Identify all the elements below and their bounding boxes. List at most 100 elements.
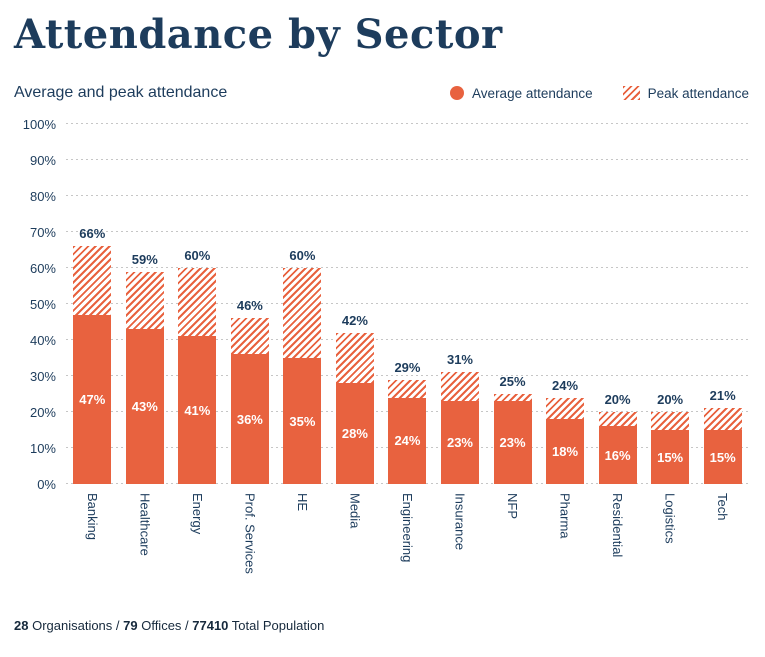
x-axis-label-cell: Healthcare — [119, 484, 172, 606]
page-title: Attendance by Sector — [14, 11, 503, 58]
average-value-label: 18% — [552, 444, 579, 460]
bar-column: 20% 16% — [591, 124, 644, 484]
peak-bar-segment — [440, 372, 479, 402]
peak-value-label: 24% — [552, 377, 579, 393]
x-axis-label: Banking — [84, 493, 100, 540]
bar-column: 21% 15% — [696, 124, 749, 484]
peak-value-label: 66% — [79, 226, 106, 242]
average-value-label: 23% — [446, 435, 473, 451]
peak-bar-segment — [598, 412, 637, 427]
peak-bar-segment — [178, 268, 217, 337]
peak-value-label: 21% — [709, 388, 736, 404]
footer-stat-value: 28 — [14, 618, 29, 633]
average-value-label: 41% — [184, 402, 211, 418]
x-axis-label: Healthcare — [137, 493, 153, 556]
y-tick-label: 0% — [37, 477, 56, 492]
average-value-label: 24% — [394, 433, 421, 449]
average-value-label: 15% — [709, 449, 736, 465]
peak-value-label: 29% — [394, 359, 421, 375]
peak-bar-segment — [283, 268, 322, 358]
bar-column: 42% 28% — [329, 124, 382, 484]
bar-column: 25% 23% — [486, 124, 539, 484]
x-axis-label: Tech — [715, 493, 731, 521]
x-axis-label: Logistics — [662, 493, 678, 544]
peak-bar-segment — [335, 332, 374, 384]
gridline — [66, 303, 749, 304]
y-tick-label: 20% — [29, 405, 56, 420]
y-tick-label: 90% — [29, 153, 56, 168]
average-bar: 15% — [703, 430, 742, 484]
gridline — [66, 195, 749, 196]
y-axis: 0% 10% 20% 30% 40% 50% 60% 70% 80% 90% 100% — [14, 117, 66, 492]
average-value-label: 36% — [236, 411, 263, 427]
x-axis-label: NFP — [505, 493, 521, 519]
bar-column: 29% 24% — [381, 124, 434, 484]
x-axis-label: Pharma — [557, 493, 573, 539]
average-bar: 35% — [283, 358, 322, 484]
x-axis-label-cell: HE — [276, 484, 329, 606]
average-bar: 47% — [73, 314, 112, 484]
gridline — [66, 375, 749, 376]
y-tick-label: 70% — [29, 225, 56, 240]
peak-value-label: 46% — [236, 298, 263, 314]
peak-bar-segment — [651, 412, 690, 430]
chart-legend: Average attendance Peak attendance — [450, 86, 749, 101]
x-axis-label: Engineering — [399, 493, 415, 563]
footer-stat-label: Organisations / — [28, 618, 124, 633]
peak-bar-segment — [73, 246, 112, 315]
average-bar: 18% — [546, 419, 585, 484]
chart-subheader: Average and peak attendance Average atte… — [14, 84, 749, 102]
bar-column: 31% 23% — [434, 124, 487, 484]
peak-legend-hatch-icon — [622, 86, 640, 100]
legend-item-peak: Peak attendance — [622, 86, 749, 101]
gridline — [66, 339, 749, 340]
x-axis-label-cell: Engineering — [381, 484, 434, 606]
bar-column: 60% 41% — [171, 124, 224, 484]
x-axis-label-cell: NFP — [486, 484, 539, 606]
y-tick-label: 10% — [29, 441, 56, 456]
peak-bar-segment — [703, 408, 742, 430]
peak-value-label: 60% — [289, 248, 316, 263]
peak-value-label: 60% — [184, 248, 211, 263]
average-value-label: 43% — [131, 399, 158, 415]
peak-value-label: 20% — [604, 392, 631, 407]
average-bar: 43% — [125, 329, 164, 484]
bar-column: 59% 43% — [119, 124, 172, 484]
gridline — [66, 231, 749, 232]
footer-stats: 28 Organisations / 79 Offices / 77410 To… — [14, 618, 749, 633]
average-legend-dot-icon — [450, 86, 465, 100]
y-tick-label: 60% — [29, 261, 56, 276]
x-axis-label: Energy — [189, 493, 205, 535]
footer-stat-label: Total Population — [228, 618, 325, 633]
x-axis-label-cell: Media — [329, 484, 382, 606]
average-bar: 15% — [651, 430, 690, 484]
plot-area: 66% 47% 59% 43% 60% 41% 46% 36% 60% 35% 42% 28% 29% 2… — [66, 123, 749, 484]
average-value-label: 23% — [499, 435, 526, 451]
peak-value-label: 42% — [341, 312, 368, 328]
gridline — [66, 123, 749, 124]
average-value-label: 16% — [604, 447, 631, 463]
x-axis-label-cell: Prof. Services — [224, 484, 277, 606]
y-tick-label: 40% — [29, 333, 56, 348]
bar-column: 24% 18% — [539, 124, 592, 484]
x-axis-label: Media — [347, 493, 363, 529]
average-value-label: 47% — [79, 391, 106, 407]
gridline — [66, 267, 749, 268]
gridline — [66, 159, 749, 160]
x-axis-label: Residential — [610, 493, 626, 558]
average-bar: 24% — [388, 397, 427, 484]
x-axis-label: Insurance — [452, 493, 468, 551]
bar-column: 66% 47% — [66, 124, 119, 484]
x-axis-labels: Banking Healthcare Energy Prof. Services HE M… — [66, 484, 749, 606]
peak-value-label: 31% — [446, 352, 473, 368]
y-tick-label: 50% — [29, 297, 56, 312]
footer-stat-label: Offices / — [137, 618, 193, 633]
x-axis-label-cell: Insurance — [434, 484, 487, 606]
average-bar: 36% — [230, 354, 269, 484]
average-bar: 41% — [178, 336, 217, 484]
y-tick-label: 80% — [29, 189, 56, 204]
x-axis-label-cell: Residential — [591, 484, 644, 606]
x-axis-label-cell: Banking — [66, 484, 119, 606]
y-tick-label: 30% — [29, 369, 56, 384]
